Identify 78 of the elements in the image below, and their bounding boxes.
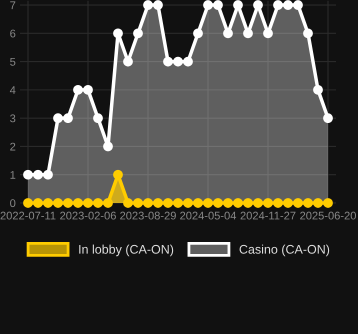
point (43, 170, 53, 180)
y-tick-label: 0 (10, 199, 16, 208)
point (63, 113, 73, 124)
point (33, 198, 43, 208)
point (303, 28, 313, 38)
point (223, 28, 233, 38)
y-tick-label: 3 (10, 114, 16, 122)
point (73, 85, 83, 95)
y-tick-label: 1 (10, 171, 16, 179)
point (163, 56, 173, 66)
y-tick-label: 2 (10, 142, 16, 150)
point (293, 0, 303, 10)
point (243, 28, 253, 38)
x-tick-label: 2023-08-29 (120, 212, 176, 220)
point (103, 198, 113, 208)
point (123, 198, 133, 208)
y-tick-label: 7 (10, 1, 16, 10)
point (253, 198, 263, 208)
point (53, 198, 63, 208)
point (213, 0, 223, 10)
point (153, 0, 163, 10)
point (283, 198, 293, 208)
point (83, 198, 93, 208)
point (103, 142, 113, 152)
y-tick-label: 5 (10, 58, 16, 66)
point (153, 198, 163, 208)
point (253, 0, 263, 10)
point (323, 198, 333, 208)
y-tick-label: 4 (10, 86, 16, 94)
point (93, 113, 103, 124)
legend-label: In lobby (CA-ON) (79, 244, 174, 256)
y-tick-label: 6 (10, 30, 16, 38)
point (213, 198, 223, 208)
point (133, 198, 143, 208)
point (263, 28, 273, 38)
point (123, 56, 133, 66)
point (113, 28, 123, 38)
point (113, 170, 123, 180)
point (73, 198, 83, 208)
point (243, 198, 253, 208)
point (313, 85, 323, 95)
point (23, 170, 33, 180)
point (233, 198, 243, 208)
point (203, 0, 213, 10)
point (33, 170, 43, 180)
legend-label: Casino (CA-ON) (240, 244, 330, 256)
point (293, 198, 303, 208)
point (173, 56, 183, 66)
x-tick-label: 2024-11-27 (240, 212, 296, 220)
x-tick-label: 2025-06-20 (300, 212, 356, 220)
point (313, 198, 323, 208)
point (53, 113, 63, 124)
point (193, 28, 203, 38)
x-tick-label: 2022-07-11 (0, 212, 56, 220)
point (203, 198, 213, 208)
point (273, 198, 283, 208)
point (183, 198, 193, 208)
point (323, 113, 333, 124)
x-tick-label: 2023-02-06 (60, 212, 116, 220)
point (23, 198, 33, 208)
point (233, 0, 243, 10)
point (283, 0, 293, 10)
point (193, 198, 203, 208)
point (273, 0, 283, 10)
point (303, 198, 313, 208)
point (173, 198, 183, 208)
point (133, 28, 143, 38)
point (223, 198, 233, 208)
point (163, 198, 173, 208)
point (83, 85, 93, 95)
point (143, 0, 153, 10)
x-tick-label: 2024-05-04 (180, 212, 236, 220)
point (43, 198, 53, 208)
point (93, 198, 103, 208)
point (263, 198, 273, 208)
point (143, 198, 153, 208)
point (183, 56, 193, 66)
point (63, 198, 73, 208)
